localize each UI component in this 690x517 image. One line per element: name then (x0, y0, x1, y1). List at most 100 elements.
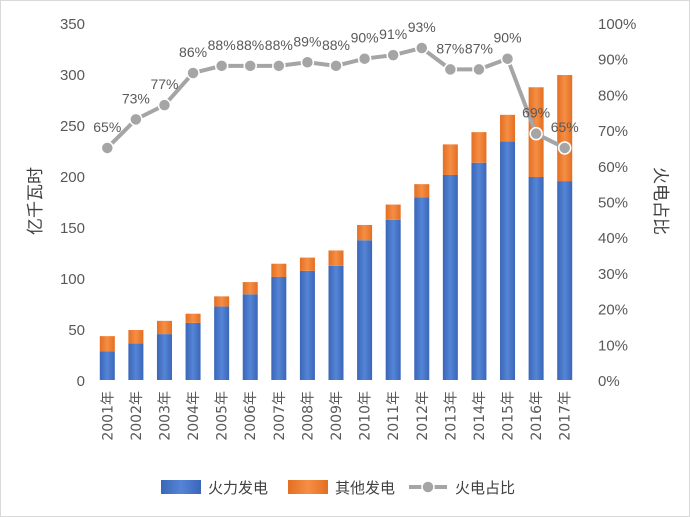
y-axis-title: 亿千瓦时 (26, 167, 46, 235)
share-point (415, 41, 429, 55)
bar-thermal (99, 351, 115, 380)
share-data-label: 89% (293, 33, 321, 49)
share-data-label: 90% (494, 30, 522, 46)
bar-thermal (385, 219, 401, 380)
share-point (100, 141, 115, 155)
y-tick-label: 150 (60, 220, 85, 237)
bar-other (385, 204, 401, 220)
y-tick-label: 300 (60, 67, 85, 84)
bar-other (328, 250, 344, 266)
x-tick-label: 2008年 (300, 391, 316, 441)
share-point (557, 141, 572, 155)
share-point (443, 62, 458, 77)
bar-other (156, 320, 172, 335)
share-point (243, 59, 257, 73)
left-axis-ticks: 0 50 100 150 200 250 300 350 (60, 16, 85, 390)
share-point (529, 126, 543, 141)
share-data-label: 90% (351, 30, 379, 46)
x-tick-label: 2007年 (272, 391, 288, 441)
bar-other (128, 330, 144, 344)
y2-tick-label: 40% (598, 230, 628, 247)
y2-tick-label: 90% (598, 52, 628, 69)
y-tick-label: 0 (77, 373, 85, 390)
share-point (272, 59, 286, 73)
x-tick-label: 2010年 (358, 391, 374, 441)
x-tick-label: 2012年 (415, 391, 431, 441)
share-point (472, 62, 486, 77)
legend-swatch-thermal (161, 480, 201, 494)
x-tick-label: 2005年 (215, 391, 231, 441)
share-data-label: 88% (236, 37, 264, 53)
share-data-label: 65% (551, 119, 579, 135)
y-tick-label: 250 (60, 118, 85, 135)
y-tick-label: 350 (60, 16, 85, 33)
x-axis-ticks: 2001年 2002年 2003年 2004年 2005年 2006年 2007年 2008年… (100, 391, 573, 441)
x-tick-label: 2013年 (443, 391, 459, 441)
x-tick-label: 2002年 (129, 391, 145, 441)
bar-other (214, 296, 230, 307)
share-point (300, 55, 315, 70)
share-data-label: 91% (379, 26, 407, 42)
y2-tick-label: 10% (598, 337, 628, 354)
y2-tick-label: 0% (598, 373, 620, 390)
share-data-label: 87% (465, 40, 493, 56)
share-point (329, 59, 343, 73)
bar-thermal (528, 177, 544, 380)
bar-thermal (128, 343, 144, 380)
bar-thermal (500, 141, 516, 380)
y2-tick-label: 30% (598, 266, 628, 283)
bar-other (500, 114, 516, 142)
bar-thermal (214, 306, 230, 380)
share-point (214, 59, 229, 73)
share-data-label: 93% (408, 19, 436, 35)
x-tick-label: 2017年 (558, 391, 574, 441)
share-point (357, 51, 372, 66)
y2-tick-label: 50% (598, 195, 628, 212)
legend-swatch-other (288, 480, 328, 494)
bar-other (99, 336, 115, 352)
legend-label-share: 火电占比 (455, 479, 515, 497)
x-tick-label: 2001年 (100, 391, 116, 441)
bar-thermal (299, 270, 315, 380)
share-point (386, 48, 400, 62)
bar-other (242, 282, 258, 295)
x-tick-label: 2003年 (157, 391, 173, 441)
x-tick-label: 2011年 (386, 391, 402, 441)
share-data-label: 69% (522, 105, 550, 121)
bar-other (299, 257, 315, 271)
bar-thermal (442, 174, 458, 380)
legend-label-other: 其他发电 (335, 479, 395, 497)
y2-tick-label: 100% (598, 16, 636, 33)
bar-thermal (185, 322, 201, 380)
share-data-label: 88% (265, 37, 293, 53)
axis-titles: 亿千瓦时 火电占比 (26, 167, 670, 235)
y2-axis-title: 火电占比 (650, 167, 670, 235)
share-data-label: 88% (322, 37, 350, 53)
share-data-label: 86% (179, 44, 207, 60)
bar-thermal (357, 240, 373, 380)
share-point (129, 112, 143, 127)
bar-other (471, 132, 487, 163)
y-tick-label: 50 (68, 322, 85, 339)
x-tick-label: 2009年 (329, 391, 345, 441)
y-tick-label: 100 (60, 271, 85, 288)
share-data-label: 65% (93, 119, 121, 135)
bar-other (357, 224, 373, 241)
bar-other (442, 144, 458, 175)
share-data-label: 88% (208, 37, 236, 53)
bar-thermal (328, 265, 344, 380)
bars-layer (99, 75, 573, 380)
share-point (500, 51, 515, 66)
bar-thermal (471, 162, 487, 380)
share-point (186, 66, 200, 80)
bar-thermal (271, 276, 287, 380)
x-tick-label: 2006年 (243, 391, 259, 441)
share-data-label: 77% (150, 76, 178, 92)
bar-thermal (557, 181, 573, 380)
bar-thermal (414, 197, 430, 380)
right-axis-ticks: 0% 10% 20% 30% 40% 50% 60% 70% 80% 90% 100% (598, 16, 636, 390)
legend-label-thermal: 火力发电 (208, 479, 268, 497)
x-tick-label: 2015年 (501, 391, 517, 441)
x-tick-label: 2014年 (472, 391, 488, 441)
